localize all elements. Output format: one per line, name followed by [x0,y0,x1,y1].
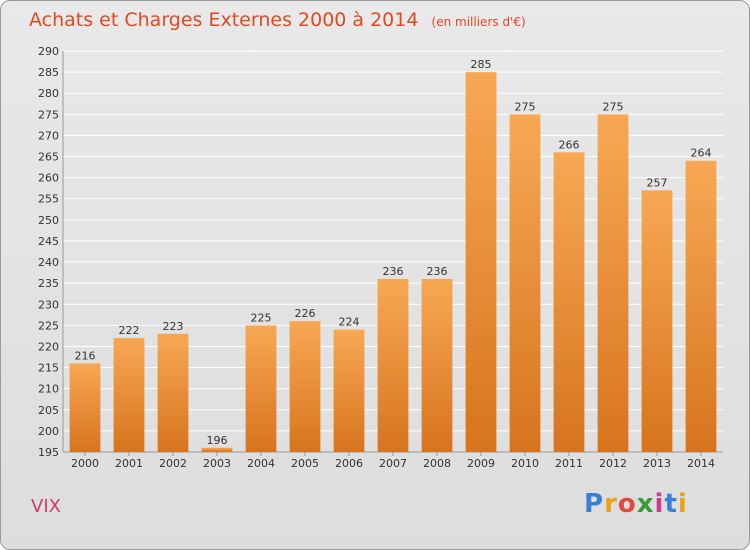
y-tick-label: 200 [38,425,59,438]
y-tick-label: 275 [38,108,59,121]
x-tick-label: 2005 [291,457,319,470]
data-label: 257 [647,176,668,189]
y-tick-label: 290 [38,45,59,58]
x-tick-label: 2006 [335,457,363,470]
bar [333,329,365,452]
bar [201,447,233,452]
logo-letter: r [604,489,618,519]
y-tick-label: 205 [38,404,59,417]
y-tick-label: 210 [38,383,59,396]
x-tick-label: 2000 [71,457,99,470]
bar [377,278,409,452]
bar [597,114,629,452]
data-label: 226 [295,307,316,320]
logo-letter: o [617,489,637,519]
x-tick-label: 2013 [643,457,671,470]
bar [509,114,541,452]
bars [69,72,717,453]
logo-letter: x [636,489,655,519]
bar [157,333,189,452]
y-tick-label: 215 [38,362,59,375]
x-tick-label: 2001 [115,457,143,470]
y-tick-label: 280 [38,87,59,100]
y-tick-label: 240 [38,256,59,269]
data-labels: 216 222 223 196 225 226 224 236 236 285 275 266 275 2… [75,58,712,447]
data-label: 224 [339,316,360,329]
logo-letter: t [664,489,678,519]
x-tick-label: 2002 [159,457,187,470]
data-label: 264 [691,147,712,160]
y-tick-label: 255 [38,193,59,206]
x-tick-label: 2003 [203,457,231,470]
data-label: 266 [559,138,580,151]
y-tick-label: 230 [38,298,59,311]
bar [553,152,585,452]
chart-unit: (en milliers d'€) [431,15,526,29]
x-tick-label: 2007 [379,457,407,470]
data-label: 196 [207,434,228,447]
y-tick-label: 250 [38,214,59,227]
bar [289,321,321,452]
bar [69,363,101,452]
bar [641,190,673,452]
bar [465,72,497,453]
data-label: 236 [383,265,404,278]
y-tick-label: 265 [38,151,59,164]
x-tick-label: 2014 [687,457,715,470]
y-tick-label: 225 [38,319,59,332]
proxiti-logo[interactable]: Proxiti [584,489,688,519]
data-label: 222 [119,324,140,337]
bar [113,338,145,452]
logo-letter: i [677,489,688,519]
y-tick-label: 260 [38,172,59,185]
x-tick-label: 2009 [467,457,495,470]
x-tick-label: 2012 [599,457,627,470]
x-tick-labels: 2000 2001 2002 2003 2004 2005 2006 2007 2008 2009… [71,457,715,470]
data-label: 225 [251,311,272,324]
data-label: 223 [163,320,184,333]
x-tick-label: 2010 [511,457,539,470]
y-tick-label: 235 [38,277,59,290]
y-tick-label: 195 [38,446,59,459]
chart-title: Achats et Charges Externes 2000 à 2014 [29,9,419,31]
x-tick-label: 2004 [247,457,275,470]
data-label: 216 [75,349,96,362]
data-label: 236 [427,265,448,278]
logo-letter: P [584,489,605,519]
y-tick-label: 245 [38,235,59,248]
data-label: 275 [515,100,536,113]
y-tick-label: 285 [38,66,59,79]
y-tick-label: 220 [38,340,59,353]
logo-letter: i [654,489,665,519]
y-tick-label: 270 [38,129,59,142]
bar [245,325,277,452]
data-label: 275 [603,100,624,113]
x-tick-label: 2011 [555,457,583,470]
chart-title-block: Achats et Charges Externes 2000 à 2014 (… [29,9,526,31]
bar [685,160,717,452]
bar [421,278,453,452]
place-name: VIX [31,496,61,517]
data-label: 285 [471,58,492,71]
y-tick-labels: 195 200 205 210 215 220 225 230 235 240 245 250 255 2… [38,45,59,459]
x-tick-label: 2008 [423,457,451,470]
